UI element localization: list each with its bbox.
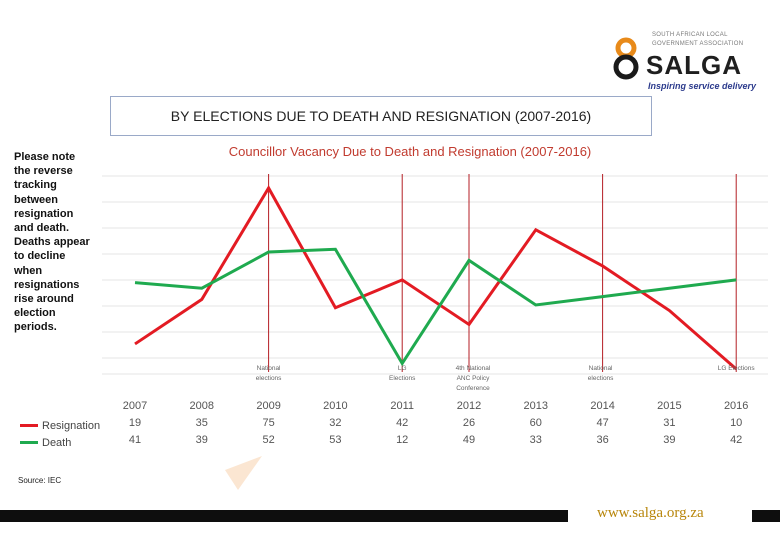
- salga-logo: [608, 28, 768, 98]
- table-column-2008: 2008 35 39: [182, 398, 222, 449]
- table-column-2013: 2013 60 33: [516, 398, 556, 449]
- table-cell-year-2014: 2014: [590, 400, 615, 412]
- table-cell-resignation-2014: 47: [596, 417, 609, 429]
- legend: Resignation Death: [20, 417, 100, 451]
- table-cell-year-2016: 2016: [723, 400, 749, 412]
- series-line-resignation: [134, 185, 738, 371]
- annotation-label-2014-1: National: [589, 365, 613, 372]
- footer-bar: [0, 510, 568, 522]
- salga-logo-icon: [613, 37, 639, 80]
- table-column-2009: 2009 75 52: [249, 398, 289, 449]
- table-column-2014: 2014 47 36: [583, 398, 623, 449]
- note-text: Please note the reverse tracking between…: [14, 151, 90, 334]
- table-cell-resignation-2016: 10: [730, 417, 743, 429]
- table-cell-resignation-2011: 42: [396, 417, 409, 429]
- logo-line2: GOVERNMENT ASSOCIATION: [652, 41, 744, 47]
- annotation-label-2012-1: 4th National: [456, 365, 491, 372]
- table-column-2010: 2010 32 53: [315, 398, 355, 449]
- legend-item-death: Death: [20, 434, 100, 451]
- legend-swatch-resignation: [20, 424, 38, 427]
- watermark-shape: [225, 456, 262, 490]
- series-group: [134, 185, 738, 371]
- table-column-2015: 2015 31 39: [649, 398, 689, 449]
- table-column-2011: 2011 42 12: [382, 398, 422, 449]
- annotation-label-2009-2: elections: [256, 375, 282, 382]
- slide-title-box: BY ELECTIONS DUE TO DEATH AND RESIGNATIO…: [110, 96, 652, 136]
- chart-title: Councillor Vacancy Due to Death and Resi…: [229, 144, 592, 159]
- table-cell-year-2009: 2009: [256, 400, 281, 412]
- table-cell-resignation-2009: 75: [262, 417, 275, 429]
- table-cell-resignation-2010: 32: [329, 417, 342, 429]
- table-cell-year-2015: 2015: [657, 400, 682, 412]
- series-line-death: [134, 247, 737, 367]
- table-column-2007: 2007 19 41: [115, 398, 155, 449]
- table-cell-death-2015: 39: [663, 434, 676, 446]
- gridlines: [102, 175, 768, 375]
- annotation-label-2016-1: LG Elections: [718, 365, 756, 372]
- source-note: Source: IEC: [18, 476, 62, 485]
- table-cell-death-2009: 52: [262, 434, 275, 446]
- table-cell-resignation-2008: 35: [195, 417, 208, 429]
- table-cell-death-2013: 33: [529, 434, 542, 446]
- legend-label-death: Death: [42, 436, 72, 449]
- annotation-label-2011-1: LG: [398, 365, 407, 372]
- table-cell-year-2008: 2008: [189, 400, 215, 412]
- table-cell-year-2012: 2012: [456, 400, 482, 412]
- slide-title: BY ELECTIONS DUE TO DEATH AND RESIGNATIO…: [170, 108, 592, 124]
- table-cell-year-2013: 2013: [523, 400, 549, 412]
- logo-name: SALGA: [646, 50, 742, 80]
- table-cell-death-2012: 49: [462, 434, 476, 446]
- footer-bar-end: [752, 510, 780, 522]
- table-cell-year-2011: 2011: [390, 400, 415, 412]
- legend-item-resignation: Resignation: [20, 417, 100, 434]
- annotation-label-2012-3: Conference: [456, 385, 490, 392]
- logo-line1: SOUTH AFRICAN LOCAL: [652, 32, 728, 38]
- table-cell-year-2010: 2010: [323, 400, 348, 412]
- footer-url[interactable]: www.salga.org.za: [597, 505, 704, 521]
- logo-tagline: Inspiring service delivery: [648, 81, 757, 91]
- table-cell-resignation-2007: 19: [128, 417, 142, 429]
- legend-label-resignation: Resignation: [42, 419, 101, 432]
- table-cell-resignation-2013: 60: [529, 417, 542, 429]
- table-cell-death-2007: 41: [128, 434, 142, 446]
- annotation-label-2012-2: ANC Policy: [457, 375, 491, 382]
- annotation-label-2014-2: elections: [588, 375, 614, 382]
- table-cell-resignation-2012: 26: [462, 417, 476, 429]
- table-column-2016: 2016 10 42: [716, 398, 756, 449]
- table-cell-death-2011: 12: [396, 434, 409, 446]
- annotation-label-2009-1: National: [257, 365, 281, 372]
- table-cell-death-2008: 39: [195, 434, 208, 446]
- table-column-2012: 2012 26 49: [449, 398, 489, 449]
- annotation-labels: National elections LG Elections 4th National…: [256, 365, 756, 392]
- table-cell-death-2010: 53: [329, 434, 342, 446]
- table-cell-death-2016: 42: [730, 434, 743, 446]
- table-cell-year-2007: 2007: [122, 400, 148, 412]
- table-cell-death-2014: 36: [596, 434, 609, 446]
- annotation-lines: [268, 174, 737, 372]
- annotation-label-2011-2: Elections: [389, 375, 416, 382]
- legend-swatch-death: [20, 441, 38, 444]
- table-cell-resignation-2015: 31: [663, 417, 676, 429]
